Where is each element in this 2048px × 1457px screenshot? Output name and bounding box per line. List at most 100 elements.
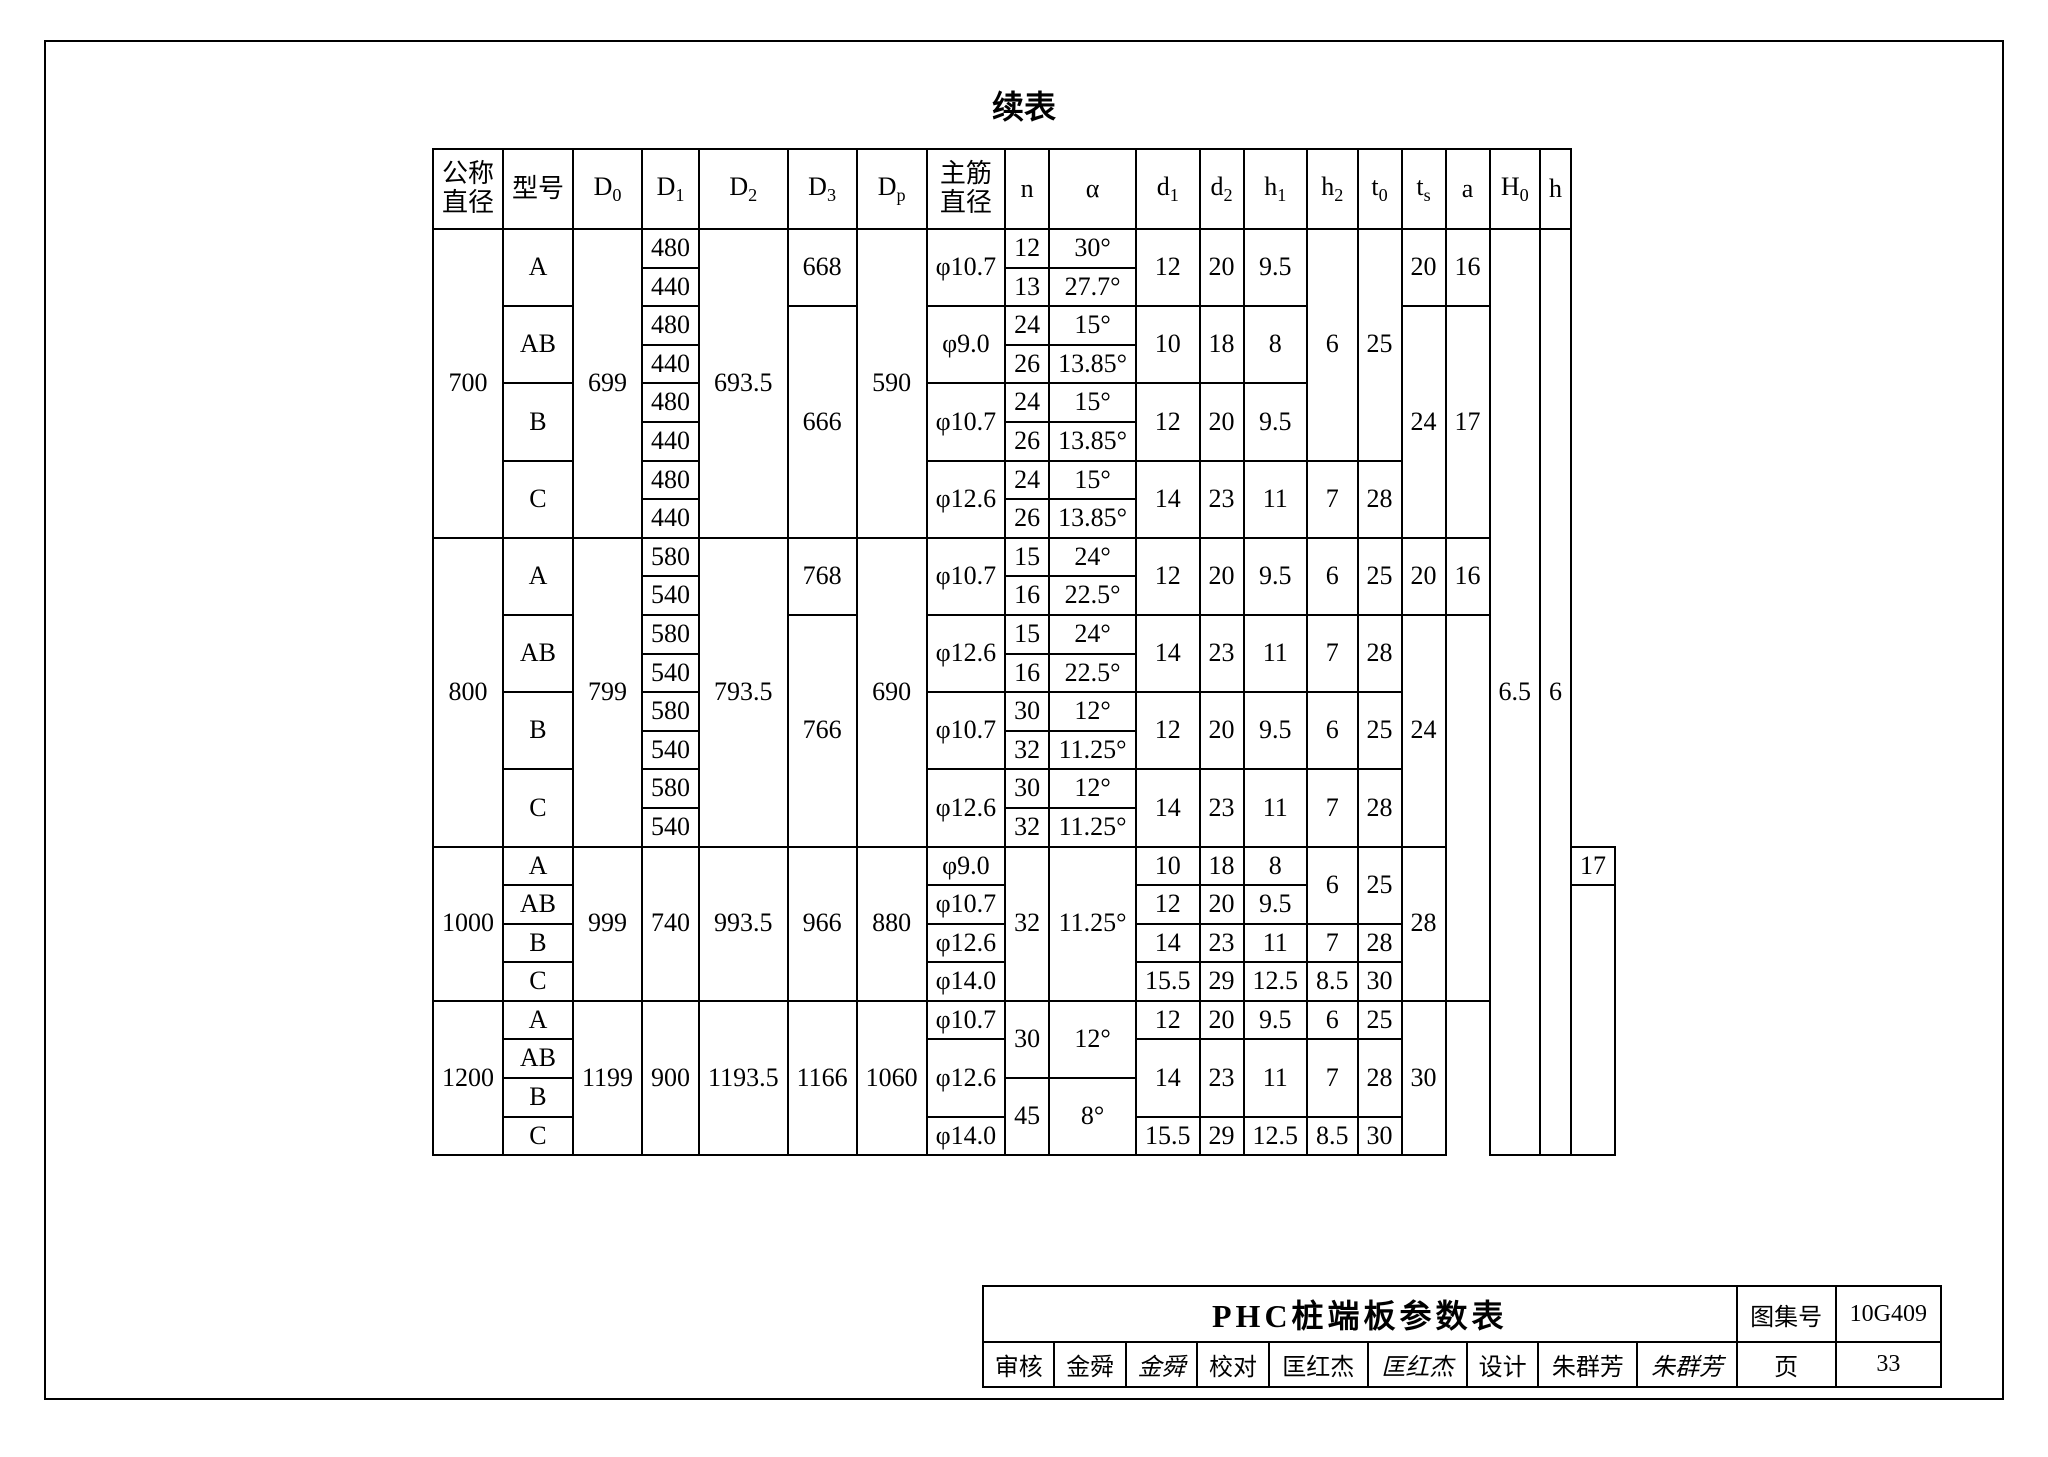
cell: 28 — [1358, 461, 1402, 538]
cell: 12 — [1136, 229, 1200, 306]
cell: 30 — [1005, 692, 1049, 731]
table-row: 1000 A 999 740 993.5 966 880 φ9.0 32 11.… — [433, 847, 1615, 886]
cell: 580 — [642, 538, 699, 577]
cell: 540 — [642, 576, 699, 615]
cell: 12 — [1136, 383, 1200, 460]
cell: 11 — [1244, 615, 1308, 692]
col-d1: d1 — [1136, 149, 1200, 229]
cell: 13.85° — [1049, 345, 1136, 384]
parameter-table: 公称直径 型号 D0 D1 D2 D3 Dp 主筋直径 n α d1 d2 h1… — [432, 148, 1616, 1156]
cell: 580 — [642, 615, 699, 654]
cell: 8 — [1244, 306, 1308, 383]
cell: 1193.5 — [699, 1001, 788, 1155]
cell: 18 — [1200, 847, 1244, 886]
cell: 22.5° — [1049, 654, 1136, 693]
cell: 7 — [1307, 615, 1358, 692]
cell: B — [503, 1078, 573, 1117]
cell: 30 — [1358, 1117, 1402, 1156]
col-D3: D3 — [788, 149, 857, 229]
cell: 20 — [1200, 538, 1244, 615]
review-label: 审核 — [983, 1342, 1054, 1387]
cell: 13.85° — [1049, 499, 1136, 538]
design-sign: 朱群芳 — [1637, 1342, 1736, 1387]
cell: φ9.0 — [927, 306, 1006, 383]
cell: 1166 — [788, 1001, 857, 1155]
cell: 1200 — [433, 1001, 503, 1155]
cell: 11.25° — [1049, 808, 1136, 847]
cell: φ12.6 — [927, 769, 1006, 846]
cell: 580 — [642, 692, 699, 731]
col-d2: d2 — [1200, 149, 1244, 229]
cell: 993.5 — [699, 847, 788, 1001]
check-name: 匡红杰 — [1269, 1342, 1368, 1387]
cell: 20 — [1200, 383, 1244, 460]
cell: 25 — [1358, 538, 1402, 615]
cell: 32 — [1005, 731, 1049, 770]
cell: 15° — [1049, 306, 1136, 345]
cell: 7 — [1307, 769, 1358, 846]
cell: 28 — [1402, 847, 1446, 1001]
cell: 30 — [1358, 962, 1402, 1001]
cell: 15.5 — [1136, 1117, 1200, 1156]
col-Dp: Dp — [857, 149, 927, 229]
cell: 12 — [1136, 1001, 1200, 1040]
cell: 17 — [1571, 847, 1615, 886]
cell: 12° — [1049, 1001, 1136, 1078]
col-model: 型号 — [503, 149, 573, 229]
cell: 12.5 — [1244, 1117, 1308, 1156]
cell: 30 — [1402, 1001, 1446, 1155]
cell: 24 — [1402, 306, 1446, 538]
col-nominal-dia: 公称直径 — [433, 149, 503, 229]
cell: 11 — [1244, 769, 1308, 846]
col-ts: ts — [1402, 149, 1446, 229]
cell: 14 — [1136, 769, 1200, 846]
cell: 32 — [1005, 808, 1049, 847]
col-H0: H0 — [1490, 149, 1541, 229]
cell: φ9.0 — [927, 847, 1006, 886]
cell: 440 — [642, 499, 699, 538]
page-title: 续表 — [106, 82, 1942, 128]
cell: 20 — [1402, 229, 1446, 306]
cell: 7 — [1307, 924, 1358, 963]
cell: 11.25° — [1049, 731, 1136, 770]
col-a: a — [1446, 149, 1490, 229]
cell: φ12.6 — [927, 924, 1006, 963]
cell: 15° — [1049, 383, 1136, 422]
cell: C — [503, 962, 573, 1001]
cell: 14 — [1136, 924, 1200, 963]
cell: 24 — [1005, 383, 1049, 422]
cell: 24 — [1402, 615, 1446, 847]
cell: AB — [503, 306, 573, 383]
cell: A — [503, 538, 573, 615]
cell: 9.5 — [1244, 538, 1308, 615]
cell: 17 — [1446, 306, 1490, 538]
cell: 8 — [1244, 847, 1308, 886]
cell: φ14.0 — [927, 1117, 1006, 1156]
cell: 27.7° — [1049, 268, 1136, 307]
cell: φ10.7 — [927, 229, 1006, 306]
cell: 12° — [1049, 692, 1136, 731]
cell: C — [503, 1117, 573, 1156]
cell: 30 — [1005, 769, 1049, 808]
cell: 11 — [1244, 1039, 1308, 1116]
cell: 440 — [642, 345, 699, 384]
cell — [1571, 885, 1615, 1155]
cell: 14 — [1136, 1039, 1200, 1116]
cell: 18 — [1200, 306, 1244, 383]
cell: φ14.0 — [927, 962, 1006, 1001]
cell: 480 — [642, 229, 699, 268]
cell: 20 — [1200, 885, 1244, 924]
cell: 800 — [433, 538, 503, 847]
title-block-main: PHC桩端板参数表 — [983, 1286, 1737, 1342]
design-name: 朱群芳 — [1538, 1342, 1637, 1387]
cell: 15° — [1049, 461, 1136, 500]
cell: 440 — [642, 268, 699, 307]
cell: AB — [503, 1039, 573, 1078]
cell: φ10.7 — [927, 692, 1006, 769]
cell: 666 — [788, 306, 857, 538]
cell: C — [503, 769, 573, 846]
cell: 24 — [1005, 461, 1049, 500]
cell: 6 — [1307, 847, 1358, 924]
cell: 8° — [1049, 1078, 1136, 1155]
col-alpha: α — [1049, 149, 1136, 229]
